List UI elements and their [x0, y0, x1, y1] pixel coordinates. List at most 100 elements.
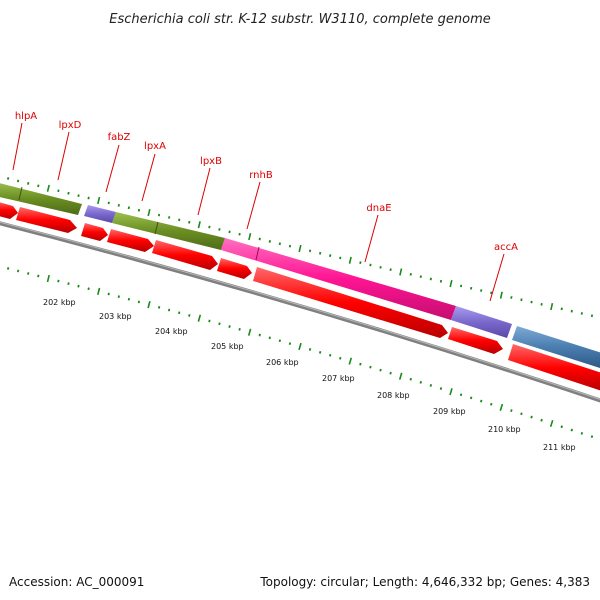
major-tick [549, 419, 554, 428]
gene-label-lpxD: lpxD [59, 120, 82, 131]
minor-tick [530, 300, 533, 304]
major-tick [499, 291, 503, 299]
kbp-label: 203 kbp [99, 312, 132, 321]
minor-tick [67, 282, 70, 286]
gene-label-lpxB: lpxB [200, 156, 222, 167]
minor-tick [218, 228, 221, 231]
minor-tick [530, 415, 533, 419]
minor-tick [540, 418, 543, 422]
major-tick [197, 314, 202, 322]
minor-tick [167, 308, 171, 312]
minor-tick [278, 242, 281, 246]
gene-leader-line [364, 214, 379, 263]
minor-tick [278, 339, 282, 343]
minor-tick [308, 249, 312, 253]
minor-tick [379, 266, 382, 269]
gene-leader-line [246, 181, 261, 230]
cds-arrow [107, 229, 154, 252]
kbp-label: 208 kbp [377, 391, 410, 400]
cds-arrow [152, 240, 218, 270]
minor-tick [157, 305, 161, 309]
major-tick [97, 196, 101, 205]
major-tick [247, 328, 252, 336]
minor-tick [288, 244, 292, 248]
minor-tick [137, 208, 141, 212]
feature-olive-segment [112, 212, 225, 250]
major-tick [398, 372, 403, 380]
minor-tick [268, 336, 271, 340]
kbp-label: 204 kbp [155, 327, 188, 336]
minor-tick [308, 348, 312, 351]
minor-tick [37, 184, 40, 188]
gene-label-fabZ: fabZ [108, 132, 131, 143]
gene-label-lpxA: lpxA [144, 141, 166, 152]
major-tick [550, 303, 554, 311]
gene-label-dnaE: dnaE [366, 203, 391, 214]
major-tick [298, 342, 302, 351]
minor-tick [469, 396, 473, 400]
kbp-label: 211 kbp [543, 443, 576, 452]
minor-tick [6, 267, 10, 270]
minor-tick [570, 428, 574, 432]
gene-label-rnhB: rnhB [249, 170, 273, 181]
minor-tick [57, 189, 60, 193]
minor-tick [238, 327, 241, 331]
minor-tick [459, 284, 463, 288]
minor-tick [27, 181, 30, 185]
minor-tick [258, 237, 261, 241]
minor-tick [540, 302, 543, 306]
feature-magenta-segment [221, 238, 456, 320]
minor-tick [16, 179, 20, 183]
minor-tick [329, 353, 332, 357]
minor-tick [369, 365, 372, 369]
minor-tick [77, 284, 80, 288]
feature-divider [255, 246, 260, 261]
major-tick [248, 233, 252, 241]
minor-tick [238, 232, 241, 236]
minor-tick [137, 300, 141, 304]
minor-tick [107, 292, 110, 296]
major-tick [399, 268, 403, 276]
minor-tick [389, 371, 392, 375]
minor-tick [208, 319, 211, 323]
minor-tick [127, 297, 131, 301]
gene-labels: hlpA lpxD fabZ lpxA lpxB rnhB dnaE accA [12, 111, 518, 302]
kbp-label: 206 kbp [266, 358, 299, 367]
minor-tick [480, 289, 483, 292]
kbp-label: 202 kbp [43, 298, 76, 307]
gene-label-accA: accA [494, 242, 518, 253]
cds-arrow [448, 327, 503, 354]
minor-tick [37, 274, 40, 278]
minor-tick [359, 362, 362, 366]
major-tick [499, 403, 504, 411]
gene-leader-line [57, 131, 70, 181]
minor-tick [339, 356, 342, 360]
gene-label-hlpA: hlpA [15, 111, 37, 122]
map-title: Escherichia coli str. K-12 substr. W3110… [109, 12, 490, 27]
minor-tick [510, 409, 513, 412]
major-tick [298, 244, 302, 253]
minor-tick [580, 431, 584, 435]
minor-tick [439, 387, 443, 390]
minor-tick [157, 213, 161, 217]
minor-tick [57, 279, 60, 283]
minor-tick [339, 256, 342, 260]
minor-tick [329, 254, 332, 258]
major-tick [348, 256, 352, 264]
minor-tick [590, 435, 594, 439]
cds-arrow [16, 207, 77, 233]
minor-tick [520, 412, 523, 416]
minor-tick [389, 268, 392, 272]
minor-tick [590, 314, 594, 318]
gene-leader-line [197, 167, 211, 216]
minor-tick [510, 296, 513, 299]
gene-leader-line [489, 253, 505, 302]
major-tick [147, 300, 151, 309]
minor-tick [318, 350, 322, 354]
feature-purple-segment [451, 306, 512, 338]
kbp-label: 207 kbp [322, 374, 355, 383]
minor-tick [178, 311, 181, 315]
minor-tick [369, 263, 372, 267]
feature-divider [154, 221, 159, 235]
